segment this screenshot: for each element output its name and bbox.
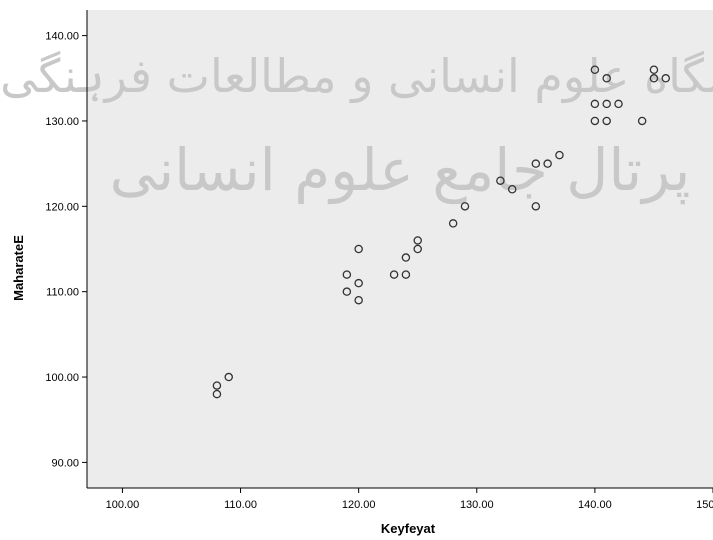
- data-point: [224, 372, 233, 382]
- watermark-line-1: ژوہشگاه علوم انسانی و مطالعات فرہنگی: [0, 49, 713, 104]
- data-point: [212, 381, 222, 390]
- y-axis-ticks: 90.00 100.00 110.00 120.00 130.00 140.00: [45, 31, 87, 469]
- data-point: [661, 74, 671, 83]
- data-point: [342, 270, 352, 279]
- data-points: [212, 65, 671, 399]
- y-tick-label: 140.00: [45, 31, 79, 43]
- data-point: [342, 287, 352, 296]
- data-point: [354, 278, 363, 288]
- data-point: [637, 116, 647, 126]
- data-point: [401, 270, 411, 279]
- data-point: [614, 99, 623, 109]
- y-tick-label: 130.00: [45, 116, 79, 128]
- data-point: [602, 99, 611, 109]
- data-point: [354, 244, 363, 254]
- data-point: [413, 244, 422, 254]
- data-point: [401, 253, 411, 262]
- y-tick-label: 120.00: [45, 201, 79, 213]
- data-point: [602, 116, 611, 126]
- data-point: [448, 219, 458, 228]
- data-point: [389, 270, 399, 279]
- x-tick-label: 120.00: [342, 499, 376, 511]
- data-point: [531, 159, 541, 168]
- x-tick-label: 140.00: [578, 499, 612, 511]
- watermark-line-2: پرتال جامع علوم انسانی: [110, 136, 691, 205]
- y-tick-label: 110.00: [46, 287, 79, 299]
- data-point: [460, 202, 470, 211]
- x-axis-ticks: 100.00 110.00 120.00 130.00 140.00 150.00: [106, 488, 713, 511]
- data-point: [531, 202, 541, 211]
- y-tick-label: 100.00: [45, 372, 79, 384]
- x-tick-label: 130.00: [460, 499, 494, 511]
- x-axis-title: Keyfeyat: [381, 521, 436, 536]
- data-point: [413, 236, 422, 245]
- x-tick-label: 100.00: [106, 499, 140, 511]
- y-axis-title: MaharateE: [11, 235, 26, 301]
- data-point: [354, 295, 363, 305]
- data-point: [649, 74, 659, 83]
- data-point: [555, 150, 564, 160]
- y-tick-label: 90.00: [51, 457, 79, 469]
- data-point: [590, 99, 600, 109]
- plot-area: [87, 10, 713, 488]
- x-tick-label: 150.00: [696, 499, 713, 511]
- data-point: [602, 74, 611, 83]
- data-point: [496, 176, 505, 185]
- data-point: [212, 389, 222, 399]
- x-tick-label: 110.00: [224, 499, 257, 511]
- data-point: [590, 65, 600, 75]
- data-point: [590, 116, 600, 126]
- data-point: [649, 65, 659, 75]
- data-point: [543, 159, 552, 168]
- watermark: ژوہشگاه علوم انسانی و مطالعات فرہنگی پرت…: [0, 49, 713, 205]
- data-point: [507, 184, 517, 194]
